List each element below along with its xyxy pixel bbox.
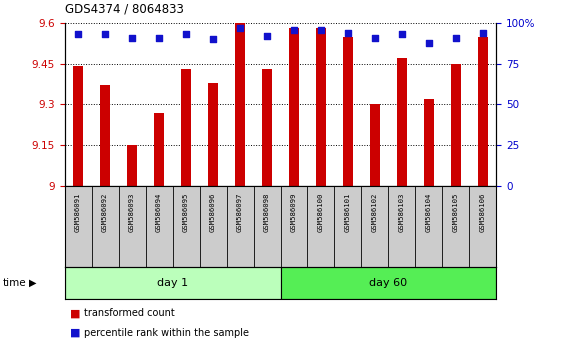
Text: GSM586100: GSM586100 (318, 192, 324, 232)
Point (182, 32, 191, 37)
Point (236, 25, 245, 31)
Text: percentile rank within the sample: percentile rank within the sample (84, 328, 249, 338)
Bar (73, 67, 82, 186)
Bar (289, 28, 298, 186)
Point (154, 35, 163, 40)
Bar (343, 36, 353, 186)
Point (479, 30, 488, 36)
Bar (370, 104, 380, 186)
Text: GSM586099: GSM586099 (291, 192, 297, 232)
Text: ■: ■ (70, 308, 81, 318)
Point (316, 27, 325, 32)
Text: GSM586093: GSM586093 (129, 192, 135, 232)
Text: GSM586104: GSM586104 (426, 192, 432, 232)
Text: GSM586091: GSM586091 (75, 192, 81, 232)
Point (73, 32, 82, 37)
Point (398, 32, 407, 37)
Text: GSM586097: GSM586097 (237, 192, 243, 232)
Bar (280, 267, 496, 299)
Bar (100, 85, 110, 186)
Text: GSM586098: GSM586098 (264, 192, 270, 232)
Bar (235, 23, 245, 186)
Bar (397, 58, 407, 186)
Text: GSM586095: GSM586095 (183, 192, 189, 232)
Point (209, 36, 218, 42)
Bar (154, 113, 164, 186)
Text: time: time (3, 278, 26, 288)
Point (100, 32, 109, 37)
Bar (127, 145, 137, 186)
Point (289, 27, 298, 32)
Bar (316, 28, 326, 186)
Text: GSM586102: GSM586102 (372, 192, 378, 232)
Text: day 60: day 60 (370, 278, 407, 288)
Text: GSM586094: GSM586094 (156, 192, 162, 232)
Point (343, 30, 352, 36)
Bar (424, 99, 434, 186)
Text: ■: ■ (70, 328, 81, 338)
Bar (479, 36, 488, 186)
Point (263, 33, 272, 39)
Point (452, 35, 461, 40)
Text: transformed count: transformed count (84, 308, 175, 318)
Text: GSM586096: GSM586096 (210, 192, 216, 232)
Bar (263, 69, 272, 186)
Text: GSM586103: GSM586103 (399, 192, 405, 232)
Text: GSM586101: GSM586101 (345, 192, 351, 232)
Bar (181, 69, 191, 186)
Text: GSM586105: GSM586105 (453, 192, 459, 232)
Text: GSM586106: GSM586106 (480, 192, 486, 232)
Text: GSM586092: GSM586092 (102, 192, 108, 232)
Point (425, 40, 434, 45)
Bar (451, 64, 461, 186)
Text: day 1: day 1 (157, 278, 188, 288)
Point (370, 35, 379, 40)
Bar (65, 267, 280, 299)
Point (127, 35, 136, 40)
Text: GDS4374 / 8064833: GDS4374 / 8064833 (65, 3, 183, 16)
Text: ▶: ▶ (29, 278, 36, 288)
Bar (208, 83, 218, 186)
